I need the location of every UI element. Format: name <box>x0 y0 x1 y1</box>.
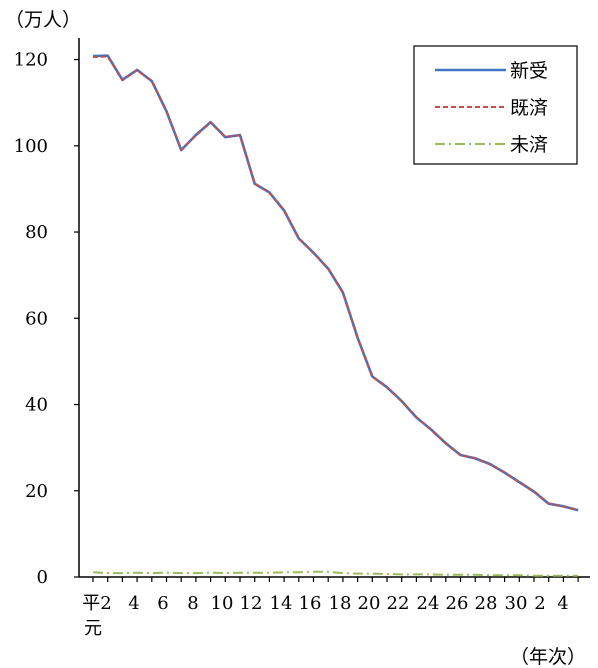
legend-label: 既済 <box>510 97 548 119</box>
x-tick-label: 16 <box>299 593 322 614</box>
x-axis-unit-label: （年次） <box>510 646 586 668</box>
x-tick-label: 4 <box>128 593 139 614</box>
x-tick-label: 24 <box>417 593 440 614</box>
y-tick-label: 100 <box>14 136 48 157</box>
x-tick-label: 平2 <box>82 593 111 614</box>
x-tick-label: 20 <box>358 593 381 614</box>
y-tick-label: 0 <box>37 567 48 588</box>
legend-label: 新受 <box>510 60 548 82</box>
y-tick-label: 60 <box>25 308 48 329</box>
x-tick-label: 2 <box>534 593 545 614</box>
y-tick-label: 80 <box>25 222 48 243</box>
x-tick-label: 26 <box>446 593 469 614</box>
series-lines <box>92 54 579 577</box>
x-tick-sublabel: 元 <box>84 618 102 639</box>
x-tick-label: 8 <box>187 593 198 614</box>
y-tick-label: 40 <box>25 395 48 416</box>
y-tick-label: 20 <box>25 481 48 502</box>
x-tick-label: 14 <box>270 593 293 614</box>
x-tick-label: 30 <box>505 593 528 614</box>
legend-box <box>413 45 578 165</box>
x-tick-label: 28 <box>475 593 498 614</box>
x-tick-label: 6 <box>157 593 168 614</box>
series-line-未済 <box>92 570 579 577</box>
y-tick-label: 120 <box>14 50 48 71</box>
x-tick-label: 10 <box>211 593 234 614</box>
x-tick-label: 12 <box>240 593 263 614</box>
x-tick-label: 4 <box>557 593 568 614</box>
x-tick-label: 22 <box>387 593 410 614</box>
y-axis-unit-label: （万人） <box>5 9 81 31</box>
x-tick-label: 18 <box>329 593 352 614</box>
legend-label: 未済 <box>510 134 548 156</box>
series-line-既済 <box>92 55 579 511</box>
